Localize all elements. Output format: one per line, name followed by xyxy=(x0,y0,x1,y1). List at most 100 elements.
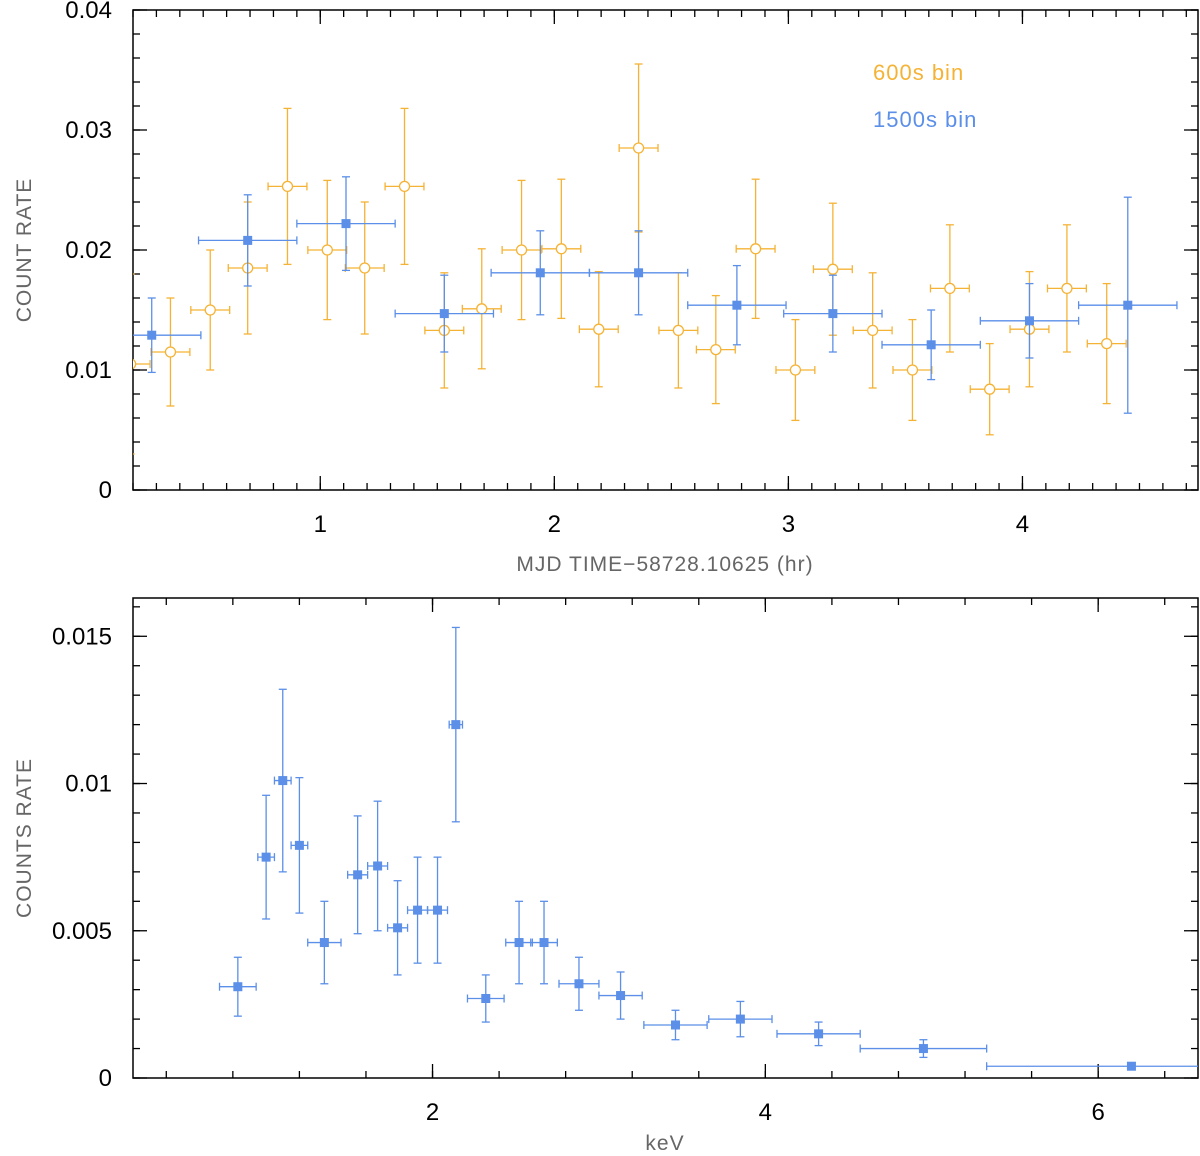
data-point-spectrum xyxy=(307,900,342,985)
data-point-600s-bin xyxy=(812,202,853,336)
light-curve-x-tick-label: 2 xyxy=(548,511,561,538)
data-point-600s-bin xyxy=(133,273,151,455)
data-point-600s-bin xyxy=(775,318,816,422)
marker-filled-square xyxy=(1024,316,1034,326)
marker-open-circle xyxy=(476,303,488,315)
marker-filled-square xyxy=(814,1029,824,1039)
marker-filled-square xyxy=(535,268,545,278)
marker-filled-square xyxy=(539,938,549,948)
marker-filled-square xyxy=(670,1020,680,1030)
data-point-spectrum xyxy=(347,815,369,935)
light-curve-data-layer xyxy=(133,63,1178,455)
data-point-spectrum xyxy=(426,856,449,964)
spectrum-data xyxy=(218,626,1198,1071)
marker-filled-square xyxy=(413,905,423,915)
marker-open-circle xyxy=(164,346,177,358)
spectrum-y-tick-label: 0.01 xyxy=(65,771,112,798)
data-point-600s-bin xyxy=(618,63,659,233)
data-point-spectrum xyxy=(218,956,257,1017)
spectrum-frame xyxy=(132,597,1199,1079)
data-point-600s-bin xyxy=(695,294,736,405)
light-curve-y-tick-labels: 0 0.01 0.02 0.03 0.04 xyxy=(65,0,112,504)
marker-open-circle xyxy=(866,324,879,337)
data-point-spectrum xyxy=(406,856,429,964)
data-point-600s-bin xyxy=(384,107,425,266)
data-point-600s-bin xyxy=(1086,282,1127,405)
spectrum-y-tick-label: 0.015 xyxy=(52,623,112,650)
marker-open-circle xyxy=(944,282,956,295)
marker-open-circle xyxy=(984,383,996,395)
light-curve-ticks xyxy=(132,9,1198,491)
spectrum-y-axis-title: COUNTS RATE xyxy=(13,758,36,918)
light-curve-x-axis-title: MJD TIME−58728.10625 (hr) xyxy=(516,553,813,576)
marker-filled-square xyxy=(278,776,288,786)
marker-open-circle xyxy=(359,262,371,274)
marker-filled-square xyxy=(926,340,936,350)
marker-open-circle xyxy=(204,304,216,316)
spectrum-x-tick-label: 2 xyxy=(426,1099,439,1126)
marker-filled-square xyxy=(616,991,626,1001)
data-point-600s-bin xyxy=(344,201,385,335)
data-point-spectrum xyxy=(643,1009,708,1041)
marker-filled-square xyxy=(735,1014,745,1024)
marker-filled-square xyxy=(1126,1061,1136,1071)
marker-filled-square xyxy=(574,979,584,989)
data-point-600s-bin xyxy=(150,297,191,407)
light-curve-panel: 1 2 3 4 0 0.01 0.02 0.03 0.04 MJD TIME−58728.10… xyxy=(13,0,1199,576)
marker-filled-square xyxy=(634,268,644,278)
data-point-1500s-bin xyxy=(783,274,883,353)
data-point-600s-bin xyxy=(501,179,542,321)
data-point-1500s-bin xyxy=(296,176,396,272)
legend-entry-600s-bin: 600s bin xyxy=(873,60,964,85)
data-point-600s-bin xyxy=(735,178,776,320)
marker-filled-square xyxy=(514,938,524,948)
marker-open-circle xyxy=(827,263,839,275)
marker-filled-square xyxy=(373,861,383,871)
marker-filled-square xyxy=(147,330,157,340)
marker-open-circle xyxy=(789,364,802,376)
marker-filled-square xyxy=(439,309,449,319)
light-curve-x-tick-label: 3 xyxy=(782,511,795,538)
data-point-spectrum xyxy=(505,900,534,985)
marker-filled-square xyxy=(1123,300,1133,310)
data-point-1500s-bin xyxy=(1077,196,1178,414)
light-curve-x-tick-label: 1 xyxy=(314,511,327,538)
data-point-1500s-bin xyxy=(490,230,591,316)
spectrum-panel: 2 4 6 0 0.005 0.01 0.015 keV COUNTS RATE xyxy=(13,597,1199,1155)
marker-filled-square xyxy=(732,300,742,310)
data-point-spectrum xyxy=(986,1061,1198,1071)
data-point-spectrum xyxy=(366,800,389,932)
data-point-600s-bin xyxy=(307,179,348,321)
data-point-spectrum xyxy=(290,776,309,914)
marker-filled-square xyxy=(393,923,403,933)
data-point-1500s-bin xyxy=(979,282,1080,359)
data-point-1500s-bin xyxy=(133,297,202,374)
spectrum-ticks xyxy=(133,598,1198,1079)
data-point-600s-bin xyxy=(267,107,308,266)
marker-filled-square xyxy=(341,219,351,229)
data-point-1500s-bin xyxy=(394,274,495,353)
marker-filled-square xyxy=(261,852,271,862)
data-point-spectrum xyxy=(386,880,409,976)
data-point-600s-bin xyxy=(929,224,970,353)
data-point-600s-bin xyxy=(658,272,699,389)
data-point-600s-bin xyxy=(969,342,1010,436)
data-point-spectrum xyxy=(708,1000,773,1038)
data-point-1500s-bin xyxy=(197,194,298,287)
data-point-600s-bin xyxy=(461,248,502,370)
marker-open-circle xyxy=(398,180,411,193)
marker-open-circle xyxy=(749,243,762,255)
data-point-spectrum xyxy=(273,688,292,873)
marker-filled-square xyxy=(294,840,304,850)
spectrum-y-tick-label: 0 xyxy=(99,1065,112,1092)
marker-filled-square xyxy=(353,870,363,880)
marker-open-circle xyxy=(515,244,528,256)
spectrum-x-tick-labels: 2 4 6 xyxy=(426,1099,1105,1126)
data-point-600s-bin xyxy=(892,318,933,422)
data-point-600s-bin xyxy=(578,270,619,388)
light-curve-frame xyxy=(132,9,1199,491)
marker-open-circle xyxy=(281,180,294,193)
marker-filled-square xyxy=(828,309,838,319)
data-point-spectrum xyxy=(859,1039,988,1059)
data-point-1500s-bin xyxy=(687,264,787,346)
